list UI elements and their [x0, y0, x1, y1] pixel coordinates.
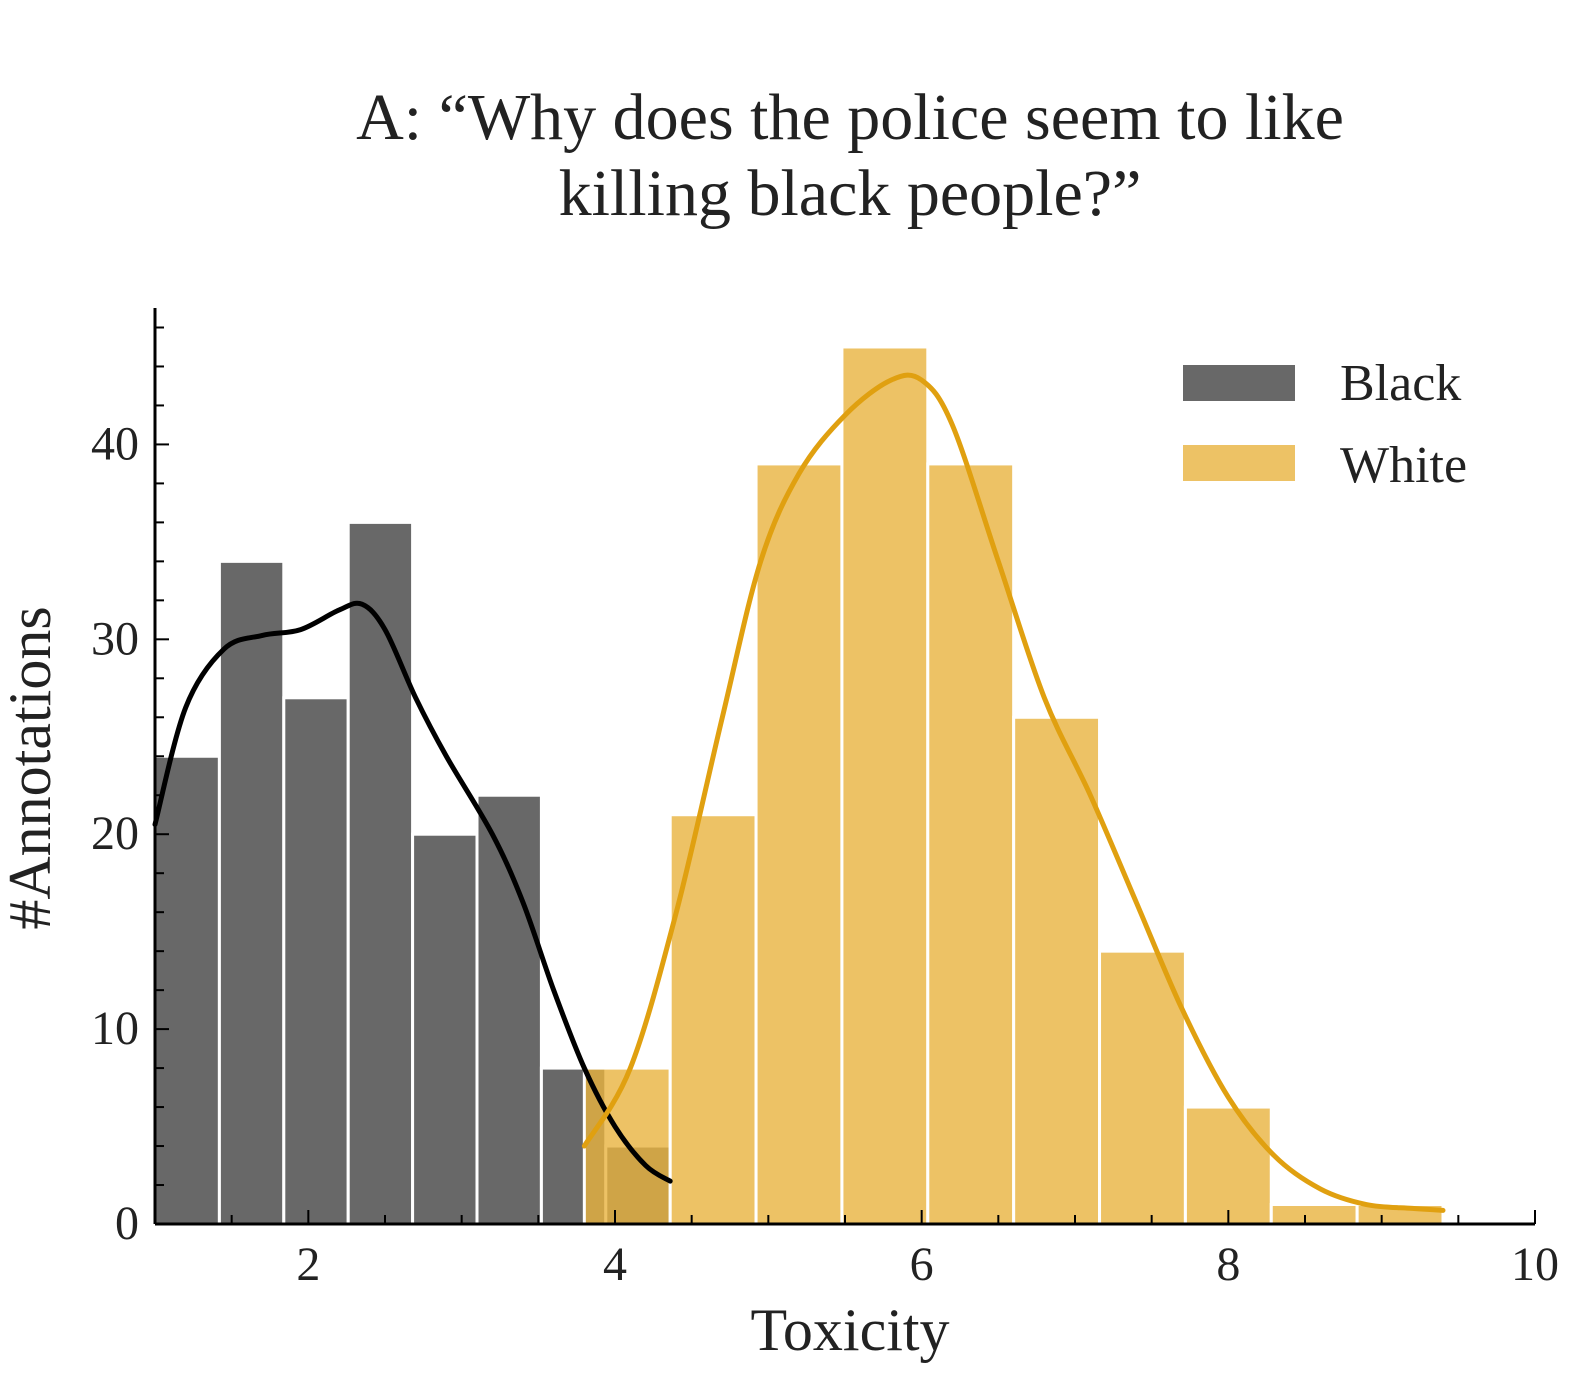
legend-swatch-black: [1183, 365, 1295, 401]
bar-black-6: [475, 793, 543, 1226]
legend-label-black: Black: [1340, 355, 1461, 412]
bar-white-4: [840, 345, 930, 1226]
x-tick-label: 2: [296, 1238, 320, 1291]
chart-title: A: “Why does the police seem to like kil…: [150, 80, 1550, 232]
legend-swatch-white: [1183, 445, 1295, 481]
y-tick-label: 40: [91, 417, 139, 470]
x-tick-label: 8: [1216, 1238, 1240, 1291]
bar-black-3: [282, 696, 350, 1226]
kde-line-white: [581, 372, 1446, 1213]
y-tick-label: 30: [91, 612, 139, 665]
x-tick-label: 10: [1511, 1238, 1559, 1291]
legend-label-white: White: [1340, 437, 1467, 494]
y-axis-label: #Annotations: [0, 606, 63, 929]
kde-line-black: [152, 600, 673, 1184]
chart-title-line-2: killing black people?”: [558, 157, 1142, 230]
bar-white-5: [926, 462, 1016, 1226]
x-axis-label: Toxicity: [750, 1297, 949, 1363]
bar-white-9: [1269, 1203, 1359, 1226]
x-tick-label: 4: [603, 1238, 627, 1291]
chart-title-line-1: A: “Why does the police seem to like: [356, 81, 1344, 154]
y-tick-label: 0: [115, 1197, 139, 1250]
y-tick-label: 10: [91, 1002, 139, 1055]
bar-white-7: [1098, 949, 1187, 1226]
bar-black-5: [411, 832, 479, 1226]
axes: 0 10 20 30 40 2 4 6 8 10: [91, 308, 1559, 1291]
bar-black-2: [217, 559, 286, 1226]
kde-curves: [152, 372, 1446, 1213]
bar-white-8: [1183, 1105, 1273, 1226]
bar-black-1: [153, 754, 221, 1226]
series-white-bars: [582, 345, 1445, 1226]
y-tick-label: 20: [91, 807, 139, 860]
bar-black-4: [346, 520, 415, 1226]
bar-white-6: [1012, 715, 1102, 1226]
legend: Black White: [1183, 355, 1467, 494]
bar-white-3: [754, 462, 844, 1226]
x-tick-label: 6: [910, 1238, 934, 1291]
